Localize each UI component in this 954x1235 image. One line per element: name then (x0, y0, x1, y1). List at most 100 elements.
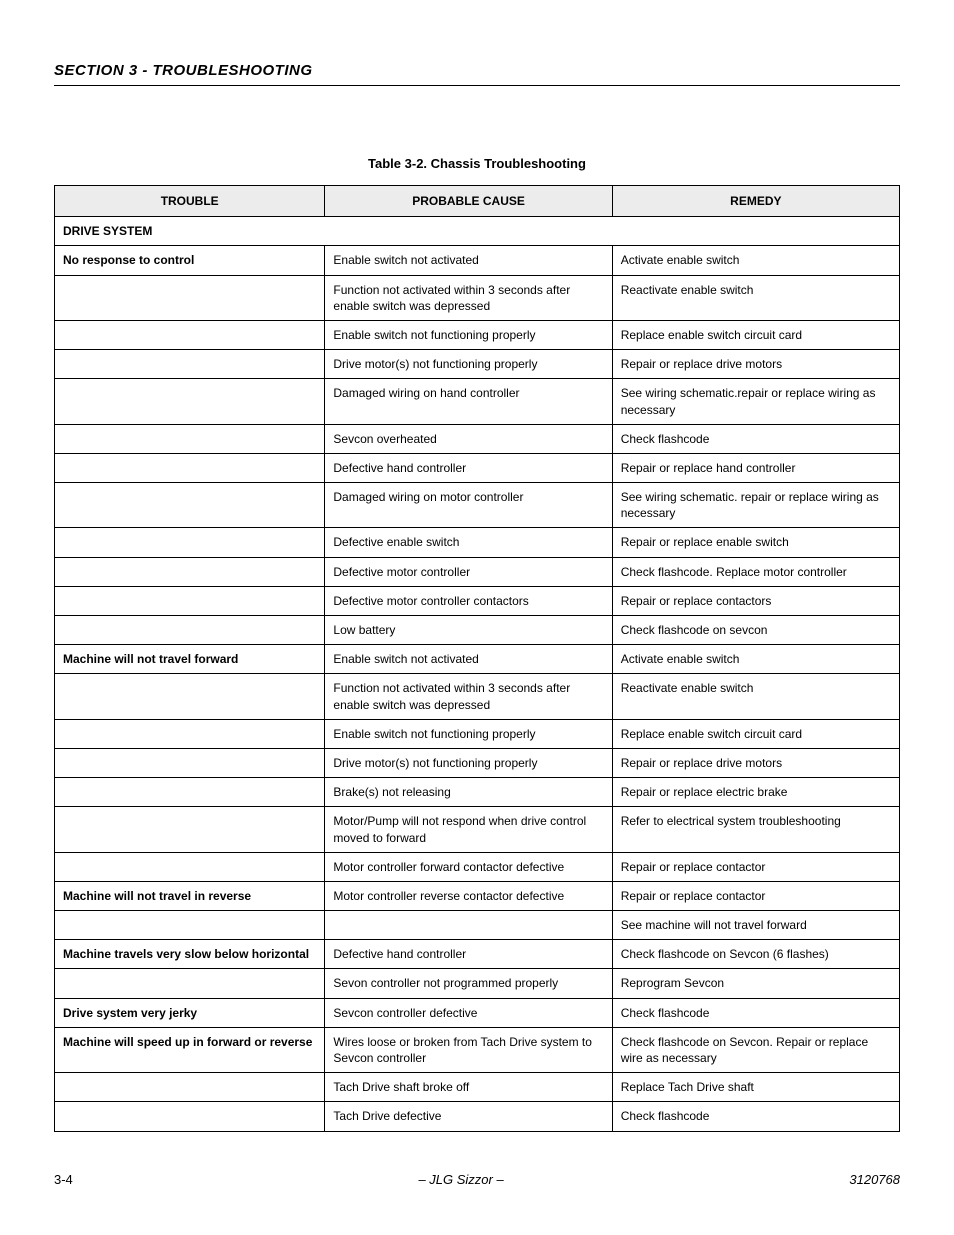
trouble-cell (55, 275, 325, 320)
trouble-cell (55, 379, 325, 424)
table-row: Machine travels very slow below horizont… (55, 940, 900, 969)
trouble-cell: Machine travels very slow below horizont… (55, 940, 325, 969)
remedy-cell: Repair or replace enable switch (612, 528, 899, 557)
remedy-cell: Activate enable switch (612, 645, 899, 674)
remedy-cell: Check flashcode on Sevcon. Repair or rep… (612, 1027, 899, 1072)
page: SECTION 3 - TROUBLESHOOTING Table 3-2. C… (0, 0, 954, 1235)
remedy-cell: Reactivate enable switch (612, 674, 899, 719)
table-row: Damaged wiring on motor controllerSee wi… (55, 483, 900, 528)
cause-cell: Sevcon overheated (325, 424, 612, 453)
trouble-cell: No response to control (55, 246, 325, 275)
cause-cell: Defective hand controller (325, 453, 612, 482)
trouble-cell (55, 778, 325, 807)
cause-cell: Defective motor controller (325, 557, 612, 586)
trouble-cell: Machine will not travel forward (55, 645, 325, 674)
table-row: Defective enable switchRepair or replace… (55, 528, 900, 557)
remedy-cell: Replace enable switch circuit card (612, 719, 899, 748)
cause-cell: Drive motor(s) not functioning properly (325, 748, 612, 777)
cause-cell: Tach Drive defective (325, 1102, 612, 1131)
remedy-cell: Check flashcode (612, 1102, 899, 1131)
remedy-cell: Repair or replace hand controller (612, 453, 899, 482)
table-row: Defective motor controller contactorsRep… (55, 586, 900, 615)
page-number: 3-4 (54, 1172, 73, 1187)
trouble-cell (55, 969, 325, 998)
cause-cell: Enable switch not activated (325, 246, 612, 275)
trouble-cell: Drive system very jerky (55, 998, 325, 1027)
table-row: Defective hand controllerRepair or repla… (55, 453, 900, 482)
remedy-cell: Check flashcode. Replace motor controlle… (612, 557, 899, 586)
table-row: See machine will not travel forward (55, 911, 900, 940)
remedy-cell: Check flashcode on Sevcon (6 flashes) (612, 940, 899, 969)
cause-cell: Wires loose or broken from Tach Drive sy… (325, 1027, 612, 1072)
trouble-cell (55, 719, 325, 748)
remedy-cell: Reprogram Sevcon (612, 969, 899, 998)
trouble-cell (55, 674, 325, 719)
remedy-cell: Replace Tach Drive shaft (612, 1073, 899, 1102)
remedy-cell: Replace enable switch circuit card (612, 320, 899, 349)
table-row: Tach Drive defectiveCheck flashcode (55, 1102, 900, 1131)
table-row: Machine will not travel in reverseMotor … (55, 881, 900, 910)
table-row: Sevcon overheatedCheck flashcode (55, 424, 900, 453)
remedy-cell: Reactivate enable switch (612, 275, 899, 320)
remedy-cell: Repair or replace contactors (612, 586, 899, 615)
table-row: Motor controller forward contactor defec… (55, 852, 900, 881)
table-caption: Table 3-2. Chassis Troubleshooting (54, 156, 900, 171)
trouble-cell (55, 1073, 325, 1102)
footer-center: – JLG Sizzor – (418, 1172, 503, 1187)
remedy-cell: Refer to electrical system troubleshooti… (612, 807, 899, 852)
title-rule (54, 85, 900, 86)
cause-cell: Sevon controller not programmed properly (325, 969, 612, 998)
trouble-cell (55, 616, 325, 645)
table-row: Function not activated within 3 seconds … (55, 674, 900, 719)
table-section-row: DRIVE SYSTEM (55, 217, 900, 246)
cause-cell: Motor controller reverse contactor defec… (325, 881, 612, 910)
col-header-remedy: REMEDY (612, 186, 899, 217)
section-header-cell: DRIVE SYSTEM (55, 217, 900, 246)
remedy-cell: See wiring schematic. repair or replace … (612, 483, 899, 528)
cause-cell: Damaged wiring on motor controller (325, 483, 612, 528)
troubleshooting-table: TROUBLE PROBABLE CAUSE REMEDY DRIVE SYST… (54, 185, 900, 1132)
remedy-cell: Repair or replace drive motors (612, 748, 899, 777)
trouble-cell (55, 1102, 325, 1131)
remedy-cell: See wiring schematic.repair or replace w… (612, 379, 899, 424)
cause-cell: Brake(s) not releasing (325, 778, 612, 807)
table-row: Drive motor(s) not functioning properlyR… (55, 748, 900, 777)
cause-cell: Tach Drive shaft broke off (325, 1073, 612, 1102)
trouble-cell (55, 424, 325, 453)
cause-cell: Function not activated within 3 seconds … (325, 275, 612, 320)
table-row: Machine will not travel forwardEnable sw… (55, 645, 900, 674)
trouble-cell (55, 852, 325, 881)
table-row: Drive motor(s) not functioning properlyR… (55, 350, 900, 379)
cause-cell: Enable switch not functioning properly (325, 719, 612, 748)
table-row: Low batteryCheck flashcode on sevcon (55, 616, 900, 645)
remedy-cell: Repair or replace contactor (612, 881, 899, 910)
col-header-trouble: TROUBLE (55, 186, 325, 217)
cause-cell: Defective enable switch (325, 528, 612, 557)
cause-cell: Defective hand controller (325, 940, 612, 969)
cause-cell: Motor controller forward contactor defec… (325, 852, 612, 881)
table-row: Defective motor controllerCheck flashcod… (55, 557, 900, 586)
table-body: DRIVE SYSTEM No response to controlEnabl… (55, 217, 900, 1131)
cause-cell: Damaged wiring on hand controller (325, 379, 612, 424)
cause-cell: Sevcon controller defective (325, 998, 612, 1027)
table-row: Brake(s) not releasingRepair or replace … (55, 778, 900, 807)
trouble-cell (55, 911, 325, 940)
table-row: Enable switch not functioning properlyRe… (55, 320, 900, 349)
trouble-cell (55, 807, 325, 852)
table-row: Sevon controller not programmed properly… (55, 969, 900, 998)
page-footer: 3-4 – JLG Sizzor – 3120768 (54, 1172, 900, 1187)
table-row: Function not activated within 3 seconds … (55, 275, 900, 320)
cause-cell: Drive motor(s) not functioning properly (325, 350, 612, 379)
table-row: Damaged wiring on hand controllerSee wir… (55, 379, 900, 424)
cause-cell: Low battery (325, 616, 612, 645)
table-row: Enable switch not functioning properlyRe… (55, 719, 900, 748)
trouble-cell (55, 586, 325, 615)
table-row: Motor/Pump will not respond when drive c… (55, 807, 900, 852)
doc-number: 3120768 (849, 1172, 900, 1187)
trouble-cell (55, 350, 325, 379)
cause-cell: Defective motor controller contactors (325, 586, 612, 615)
trouble-cell (55, 557, 325, 586)
trouble-cell (55, 748, 325, 777)
remedy-cell: Repair or replace drive motors (612, 350, 899, 379)
table-row: Tach Drive shaft broke offReplace Tach D… (55, 1073, 900, 1102)
